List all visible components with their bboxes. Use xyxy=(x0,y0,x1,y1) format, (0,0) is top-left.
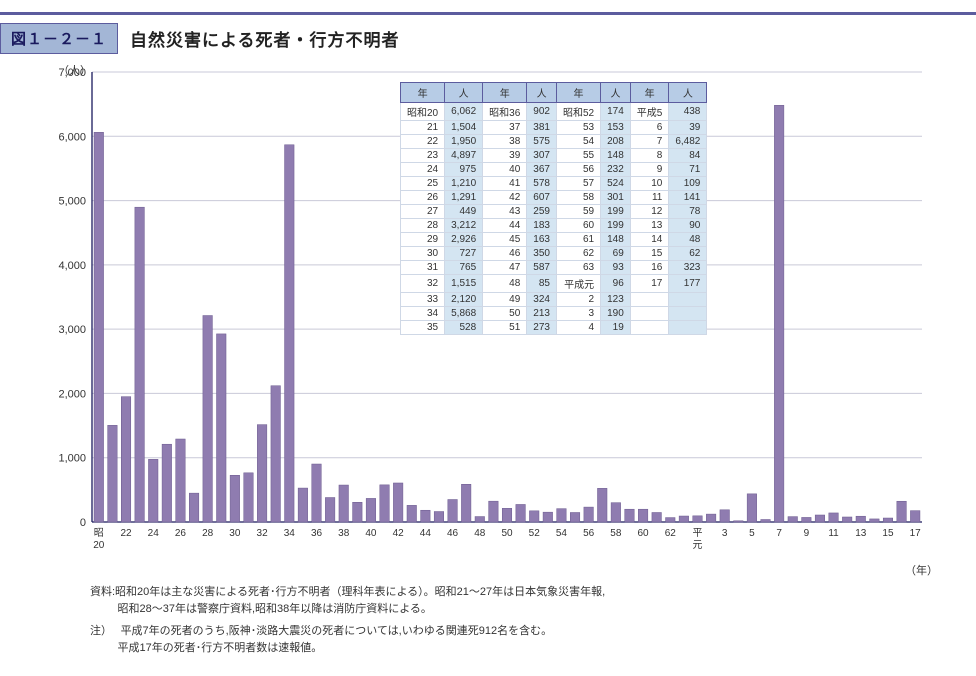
svg-text:元: 元 xyxy=(692,540,702,551)
svg-text:11: 11 xyxy=(828,528,839,539)
svg-text:2,000: 2,000 xyxy=(58,388,86,400)
chart-container: （人） 01,0002,0003,0004,0005,0006,0007,000… xyxy=(40,64,976,574)
svg-text:34: 34 xyxy=(284,528,296,539)
svg-text:22: 22 xyxy=(120,528,132,539)
svg-text:60: 60 xyxy=(638,528,650,539)
figure-label: 図１－２－１ xyxy=(0,23,118,54)
svg-text:58: 58 xyxy=(610,528,622,539)
svg-text:46: 46 xyxy=(447,528,459,539)
svg-text:24: 24 xyxy=(148,528,160,539)
data-table: 年人年人年人年人昭和206,062昭和36902昭和52174平成5438211… xyxy=(400,82,707,335)
footnote-label: 注） xyxy=(90,623,118,640)
svg-text:0: 0 xyxy=(80,517,86,529)
y-axis-unit: （人） xyxy=(58,62,91,78)
svg-text:5: 5 xyxy=(749,528,755,539)
svg-text:26: 26 xyxy=(175,528,187,539)
svg-text:13: 13 xyxy=(855,528,867,539)
svg-text:28: 28 xyxy=(202,528,214,539)
svg-text:42: 42 xyxy=(393,528,405,539)
figure-title: 自然災害による死者・行方不明者 xyxy=(130,26,400,51)
footnote-note-1: 平成7年の死者のうち,阪神･淡路大震災の死者については,いわゆる関連死912名を… xyxy=(121,625,553,637)
svg-text:17: 17 xyxy=(910,528,922,539)
svg-text:20: 20 xyxy=(93,540,105,551)
svg-text:7: 7 xyxy=(776,528,782,539)
svg-text:52: 52 xyxy=(529,528,541,539)
footnote-source-2: 昭和28～37年は警察庁資料,昭和38年以降は消防庁資料による。 xyxy=(118,603,432,615)
svg-text:62: 62 xyxy=(665,528,677,539)
svg-text:昭: 昭 xyxy=(94,527,104,539)
footnote-note-2: 平成17年の死者･行方不明者数は速報値。 xyxy=(118,642,323,654)
svg-text:平: 平 xyxy=(692,528,702,539)
footnotes: 資料:昭和20年は主な災害による死者･行方不明者（理科年表による）。昭和21～2… xyxy=(90,584,936,656)
svg-text:54: 54 xyxy=(556,528,568,539)
svg-text:40: 40 xyxy=(365,528,377,539)
svg-text:15: 15 xyxy=(882,528,894,539)
svg-text:50: 50 xyxy=(501,528,513,539)
svg-text:32: 32 xyxy=(257,528,269,539)
footnote-source-1: 資料:昭和20年は主な災害による死者･行方不明者（理科年表による）。昭和21～2… xyxy=(90,586,605,598)
svg-text:44: 44 xyxy=(420,528,432,539)
svg-text:4,000: 4,000 xyxy=(58,260,86,272)
svg-text:36: 36 xyxy=(311,528,323,539)
svg-text:1,000: 1,000 xyxy=(58,453,86,465)
svg-text:3,000: 3,000 xyxy=(58,324,86,336)
svg-text:5,000: 5,000 xyxy=(58,196,86,208)
svg-text:56: 56 xyxy=(583,528,595,539)
svg-text:38: 38 xyxy=(338,528,350,539)
svg-text:9: 9 xyxy=(804,528,810,539)
svg-text:3: 3 xyxy=(722,528,728,539)
x-axis-unit: （年） xyxy=(905,562,938,578)
svg-text:48: 48 xyxy=(474,528,486,539)
svg-text:30: 30 xyxy=(229,528,241,539)
svg-text:6,000: 6,000 xyxy=(58,131,86,143)
